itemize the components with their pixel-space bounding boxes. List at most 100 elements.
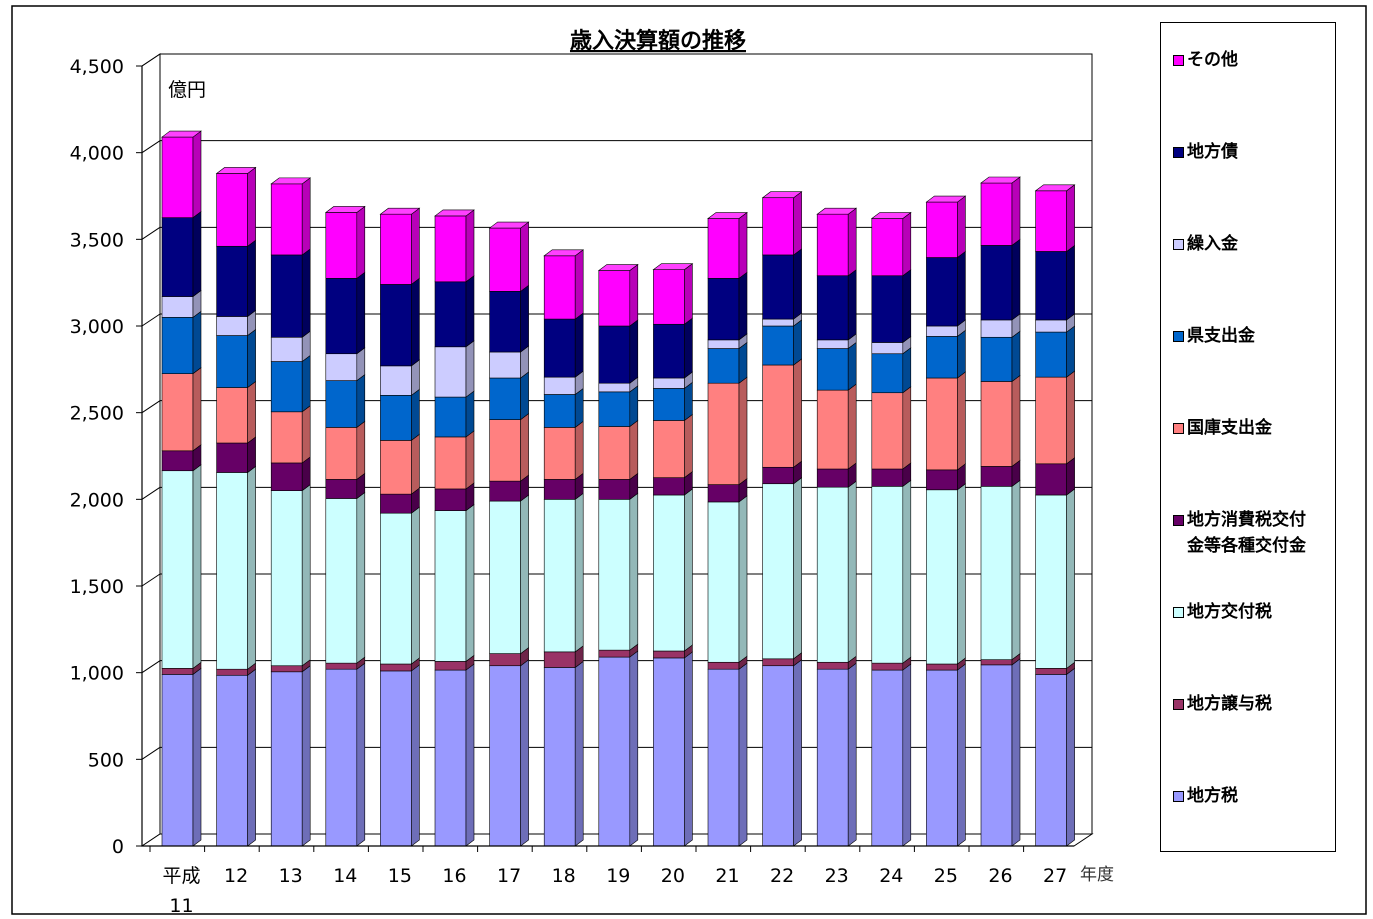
bar-segment (216, 239, 256, 318)
bar-stack (707, 211, 748, 847)
gridline-side (141, 226, 161, 240)
bar-face (434, 488, 467, 511)
bar-face (216, 245, 248, 317)
bar-face (980, 319, 1013, 338)
gridline-side (141, 53, 161, 67)
bar-face (434, 661, 467, 671)
bar-top (324, 206, 366, 213)
bar-stack (488, 221, 530, 847)
legend-label: 地方交付税 (1187, 602, 1272, 622)
bar-side (847, 341, 857, 391)
bar-side (1011, 238, 1021, 321)
bar-segment (543, 249, 585, 320)
bar-segment (598, 492, 639, 651)
bar-face (762, 197, 794, 256)
bar-segment (925, 195, 967, 259)
bar-segment (216, 328, 256, 389)
bar-side (684, 381, 693, 422)
bar-face (543, 427, 576, 480)
bar-segment (870, 211, 912, 277)
bar-side (465, 340, 475, 398)
bar-stack (324, 205, 366, 847)
bar-side (1066, 244, 1075, 321)
legend-label: その他 (1187, 50, 1238, 70)
bar-face (543, 376, 576, 395)
bar-top (980, 176, 1021, 184)
bar-segment (653, 317, 693, 379)
bar-face (871, 669, 904, 847)
bar-segment (434, 430, 475, 490)
bar-face (816, 668, 849, 847)
bar-side (301, 177, 311, 256)
bar-top (816, 207, 858, 215)
x-tick-label: 17 (497, 865, 521, 887)
bar-segment (1035, 244, 1075, 321)
bar-side (301, 354, 311, 413)
x-tick-label: 26 (988, 865, 1012, 887)
legend-swatch (1173, 423, 1184, 434)
bar-face (707, 661, 740, 670)
bar-segment (325, 491, 366, 664)
bar-face (1035, 331, 1067, 378)
x-tick-label: 13 (279, 865, 303, 887)
y-tick-label: 500 (88, 749, 124, 771)
bar-top (1034, 184, 1076, 192)
bar-side (356, 420, 366, 480)
bar-face (543, 667, 576, 847)
bar-segment (707, 211, 748, 279)
bar-segment (926, 463, 966, 491)
legend-swatch (1173, 55, 1184, 66)
bar-side (411, 207, 420, 285)
bar-face (270, 671, 303, 847)
bar-face (980, 664, 1013, 847)
gridline-side (141, 140, 161, 154)
x-tick-label: 20 (661, 865, 685, 887)
bar-side (902, 663, 912, 847)
x-tick-label: 18 (552, 865, 576, 887)
bar-face (816, 348, 849, 391)
bar-face (598, 270, 631, 327)
bar-side (793, 477, 802, 660)
bar-face (434, 281, 467, 348)
bar-stack (980, 176, 1021, 847)
bar-segment (325, 420, 366, 480)
bar-face (489, 419, 521, 482)
bar-segment (488, 221, 530, 292)
bar-face (707, 339, 740, 349)
bar-face (434, 346, 467, 398)
bar-side (356, 374, 366, 428)
bar-side (574, 387, 584, 428)
bar-face (216, 387, 248, 444)
bar-side (192, 367, 202, 452)
bar-face (980, 486, 1013, 660)
bar-face (871, 275, 904, 343)
bar-side (574, 660, 584, 847)
bar-side (247, 239, 256, 318)
bar-face (762, 665, 794, 847)
bar-stack (161, 130, 202, 847)
bar-segment (762, 460, 802, 485)
bar-segment (653, 413, 693, 479)
bar-segment (598, 650, 639, 847)
bar-side (520, 494, 529, 655)
bar-face (270, 490, 303, 667)
bar-side (411, 664, 420, 847)
bar-face (980, 182, 1013, 246)
bar-face (926, 469, 958, 491)
bar-side (629, 492, 639, 651)
bar-stack (215, 166, 257, 847)
bar-segment (161, 211, 202, 298)
bar-segment (980, 658, 1021, 847)
bar-face (161, 136, 194, 218)
bar-segment (325, 374, 366, 428)
bar-side (465, 504, 475, 663)
legend-item: 繰入金 (1173, 231, 1333, 257)
bar-side (574, 312, 584, 378)
bar-face (216, 668, 248, 676)
bar-side (247, 380, 256, 444)
bar-side (247, 328, 256, 389)
legend-swatch (1173, 791, 1184, 802)
bar-segment (653, 651, 693, 847)
legend-item: その他 (1173, 47, 1333, 73)
